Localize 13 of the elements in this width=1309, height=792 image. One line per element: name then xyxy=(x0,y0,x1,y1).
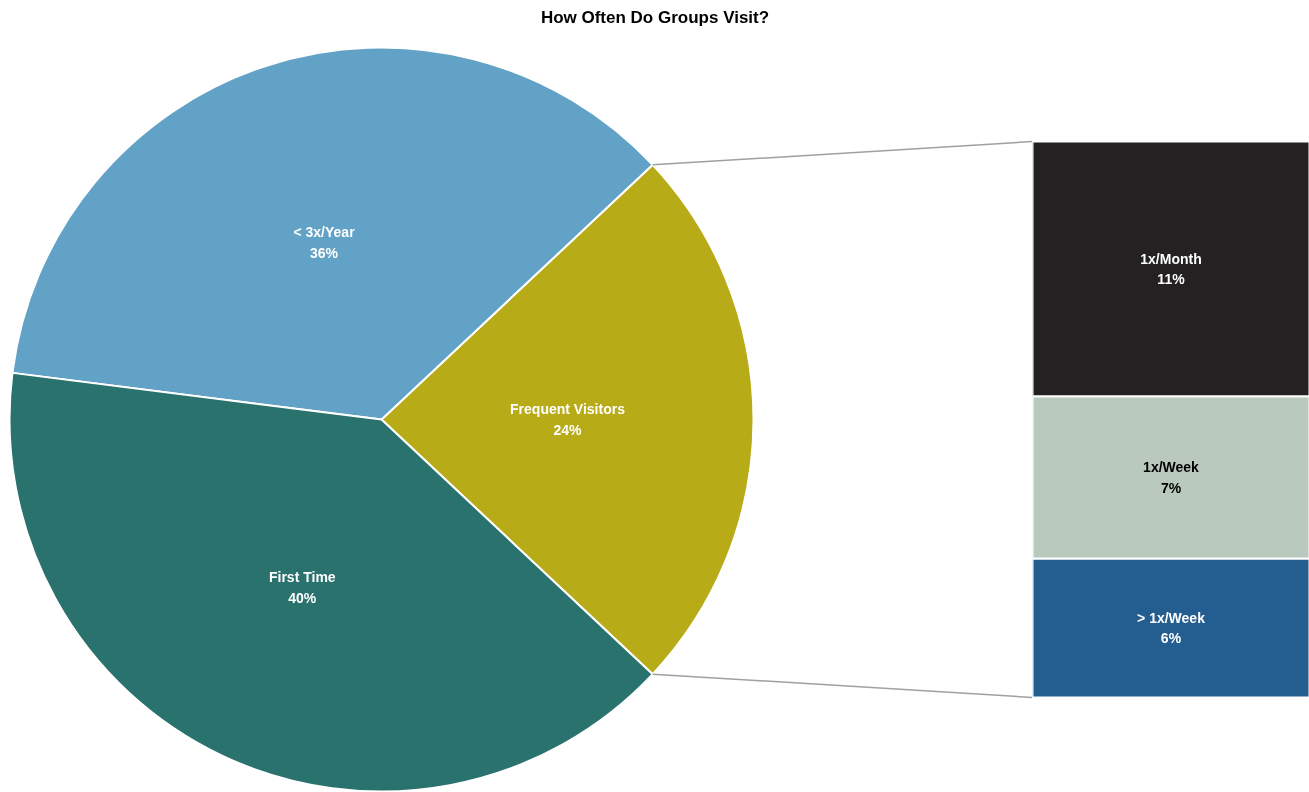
chart-title: How Often Do Groups Visit? xyxy=(540,8,770,27)
series-label: 1x/Week xyxy=(1143,459,1200,476)
slice-label: Frequent Visitors xyxy=(510,401,626,418)
data-label: 7% xyxy=(1160,479,1182,496)
data-label: 40% xyxy=(288,590,317,607)
data-label: 24% xyxy=(553,421,583,438)
series-label: > 1x/Week xyxy=(1137,609,1206,626)
data-label: 6% xyxy=(1160,630,1182,647)
series-label: 1x/Month xyxy=(1140,250,1202,267)
data-label: 11% xyxy=(1157,271,1186,288)
data-label: 36% xyxy=(310,245,339,261)
slice-label: < 3x/Year xyxy=(293,224,356,241)
slice-label: First Time xyxy=(268,569,336,586)
